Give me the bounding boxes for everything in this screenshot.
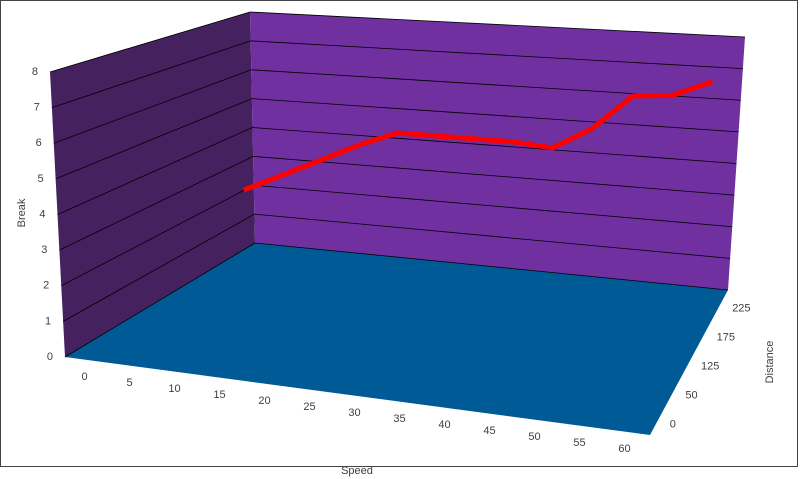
y-tick-label: 7 [34,102,40,114]
z-tick-label: 225 [732,302,750,314]
y-tick-label: 1 [45,315,51,327]
back-wall [250,12,745,290]
x-tick-label: 55 [573,437,585,449]
z-tick-label: 125 [701,360,719,372]
x-tick-label: 50 [528,431,540,443]
x-tick-label: 0 [81,371,87,383]
floor [65,243,728,435]
z-tick-label: 50 [685,389,697,401]
side-wall [50,12,255,357]
data-line [242,79,714,193]
x-tick-label: 25 [303,401,315,413]
grid-line [51,40,743,109]
z-axis-title: Distance [764,341,776,384]
y-tick-label: 0 [47,351,53,363]
x-tick-label: 30 [348,407,360,419]
x-tick-label: 35 [393,413,405,425]
grid-line [49,11,746,73]
grid-line [57,127,737,215]
x-tick-label: 20 [258,395,270,407]
x-tick-label: 45 [483,425,495,437]
y-tick-label: 2 [43,280,49,292]
y-tick-label: 4 [39,208,45,220]
z-tick-label: 0 [670,418,676,430]
z-tick-label: 175 [717,331,735,343]
x-tick-label: 40 [438,419,450,431]
y-tick-label: 5 [38,173,44,185]
grid-line [64,242,729,358]
y-tick-label: 3 [41,244,47,256]
grid-line [59,155,735,251]
x-tick-label: 5 [126,377,132,389]
y-axis-title: Break [16,198,28,227]
y-tick-label: 8 [32,66,38,78]
x-tick-label: 15 [213,389,225,401]
grid-line [62,213,731,322]
x-tick-label: 60 [618,443,630,455]
x-tick-label: 10 [168,383,180,395]
grid-line [55,98,739,180]
grid-line [53,69,741,144]
y-tick-label: 6 [36,137,42,149]
x-axis-title: Speed [341,465,373,477]
